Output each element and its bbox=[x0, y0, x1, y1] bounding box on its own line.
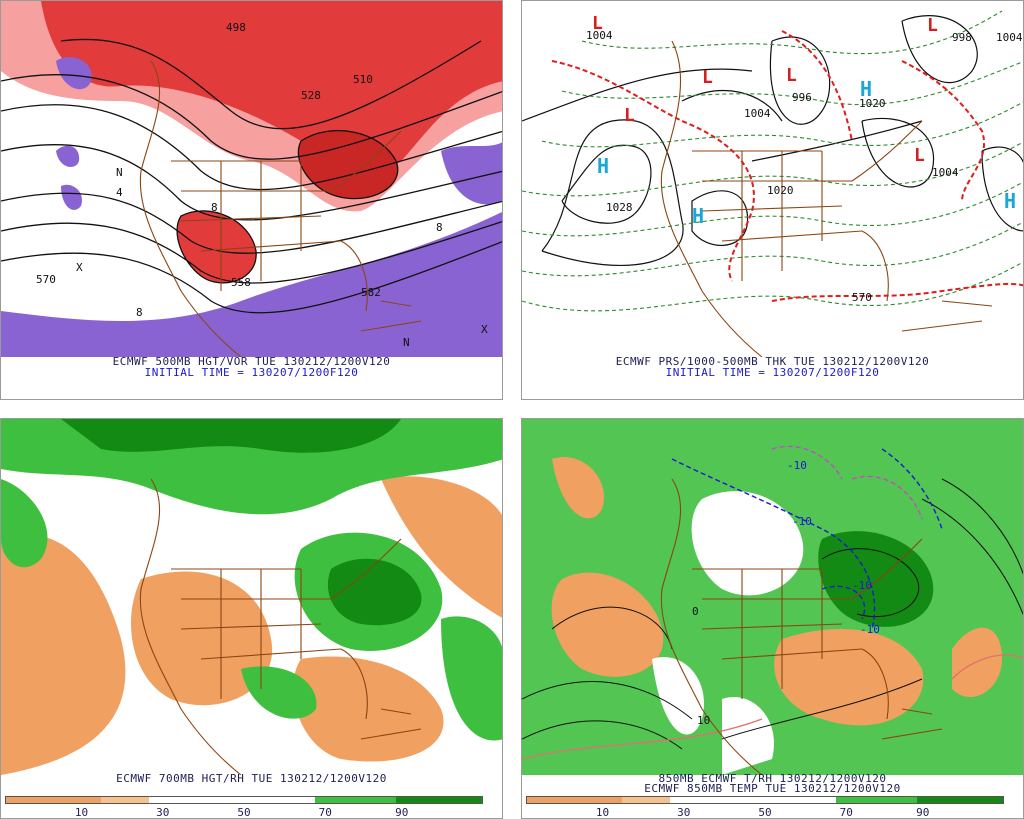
p1-label-582: 582 bbox=[361, 286, 381, 299]
map-prs-thk: H H H H L L L L L L 1028 1020 1020 1004 … bbox=[522, 1, 1023, 357]
temp-label: 0 bbox=[692, 605, 699, 618]
colorbar-tick-label: 10 bbox=[595, 806, 610, 819]
p1-label-4: 4 bbox=[116, 186, 123, 199]
colorbar-tick-label: 30 bbox=[677, 806, 691, 819]
colorbar-tick-label: 10 bbox=[74, 806, 89, 819]
low-pressure-label: L bbox=[624, 105, 635, 126]
rh-colorbar-labels: 10 30 50 70 90 bbox=[526, 806, 1004, 818]
colorbar-tick-label: 90 bbox=[916, 806, 930, 819]
p1-label-8a: 8 bbox=[136, 306, 143, 319]
low-pressure-label: L bbox=[592, 13, 603, 34]
p1-label-x1: X bbox=[76, 261, 83, 274]
rh-colorbar bbox=[5, 796, 483, 804]
isobar-label: 1004 bbox=[744, 107, 771, 120]
p1-label-528: 528 bbox=[301, 89, 321, 102]
p1-label-x2: X bbox=[481, 323, 488, 336]
rh-colorbar-labels: 10 30 50 70 90 bbox=[5, 806, 483, 818]
colorbar-tick-label: 70 bbox=[318, 806, 332, 819]
map-500mb: 570 582 558 510 528 498 8 8 8 4 N X N X bbox=[1, 1, 502, 357]
isobar-label: 1004 bbox=[586, 29, 613, 42]
temp-label: -10 bbox=[852, 579, 872, 592]
panel-700mb-hgt-rh: ECMWF 700MB HGT/RH TUE 130212/1200V120 1… bbox=[0, 418, 503, 819]
thickness-label: 570 bbox=[852, 291, 872, 304]
panel2-init-time: INITIAL TIME = 130207/1200F120 bbox=[665, 366, 880, 379]
map-700mb bbox=[1, 419, 502, 775]
p1-label-n2: N bbox=[403, 336, 410, 349]
temp-label: -10 bbox=[860, 623, 880, 636]
p1-label-510: 510 bbox=[353, 73, 373, 86]
isobar-label: 998 bbox=[952, 31, 972, 44]
isobar-label: 996 bbox=[792, 91, 812, 104]
high-pressure-label: H bbox=[860, 77, 872, 101]
panel-500mb-hgt-vor: 570 582 558 510 528 498 8 8 8 4 N X N X … bbox=[0, 0, 503, 400]
high-pressure-label: H bbox=[692, 204, 704, 228]
isobar-label: 1004 bbox=[996, 31, 1023, 44]
p1-label-558: 558 bbox=[231, 276, 251, 289]
panel1-caption: ECMWF 500MB HGT/VOR TUE 130212/1200V120 bbox=[112, 355, 391, 368]
p1-label-8b: 8 bbox=[436, 221, 443, 234]
isobar-label: 1020 bbox=[859, 97, 886, 110]
isobar-label: 1020 bbox=[767, 184, 794, 197]
p1-label-n1: N bbox=[116, 166, 123, 179]
p1-label-498: 498 bbox=[226, 21, 246, 34]
colorbar-tick-label: 30 bbox=[156, 806, 170, 819]
low-pressure-label: L bbox=[914, 145, 925, 166]
map-850mb: -10 -10 -10 -10 0 10 bbox=[522, 419, 1023, 775]
high-pressure-label: H bbox=[1004, 189, 1016, 213]
p1-label-8c: 8 bbox=[211, 201, 218, 214]
p1-label-570: 570 bbox=[36, 273, 56, 286]
high-pressure-label: H bbox=[597, 154, 609, 178]
temp-label: 10 bbox=[697, 714, 710, 727]
colorbar-tick-label: 90 bbox=[395, 806, 409, 819]
temp-label: -10 bbox=[792, 515, 812, 528]
rh-colorbar bbox=[526, 796, 1004, 804]
panel4-caption-temp: ECMWF 850MB TEMP TUE 130212/1200V120 bbox=[644, 782, 901, 795]
panel2-caption: ECMWF PRS/1000-500MB THK TUE 130212/1200… bbox=[615, 355, 930, 368]
low-pressure-label: L bbox=[786, 65, 797, 86]
panel4-caption: 850MB ECMWF T/RH 130212/1200V120 bbox=[658, 772, 887, 785]
low-pressure-label: L bbox=[702, 67, 713, 88]
low-pressure-label: L bbox=[927, 15, 938, 36]
colorbar-tick-label: 50 bbox=[237, 806, 251, 819]
panel1-init-time: INITIAL TIME = 130207/1200F120 bbox=[144, 366, 359, 379]
colorbar-tick-label: 70 bbox=[839, 806, 853, 819]
panel3-caption: ECMWF 700MB HGT/RH TUE 130212/1200V120 bbox=[116, 772, 387, 785]
temp-label: -10 bbox=[787, 459, 807, 472]
isobar-label: 1004 bbox=[932, 166, 959, 179]
colorbar-tick-label: 50 bbox=[758, 806, 772, 819]
panel-850mb-t-rh: -10 -10 -10 -10 0 10 850MB ECMWF T/RH 13… bbox=[521, 418, 1024, 819]
panel-prs-thk: H H H H L L L L L L 1028 1020 1020 1004 … bbox=[521, 0, 1024, 400]
isobar-label: 1028 bbox=[606, 201, 633, 214]
